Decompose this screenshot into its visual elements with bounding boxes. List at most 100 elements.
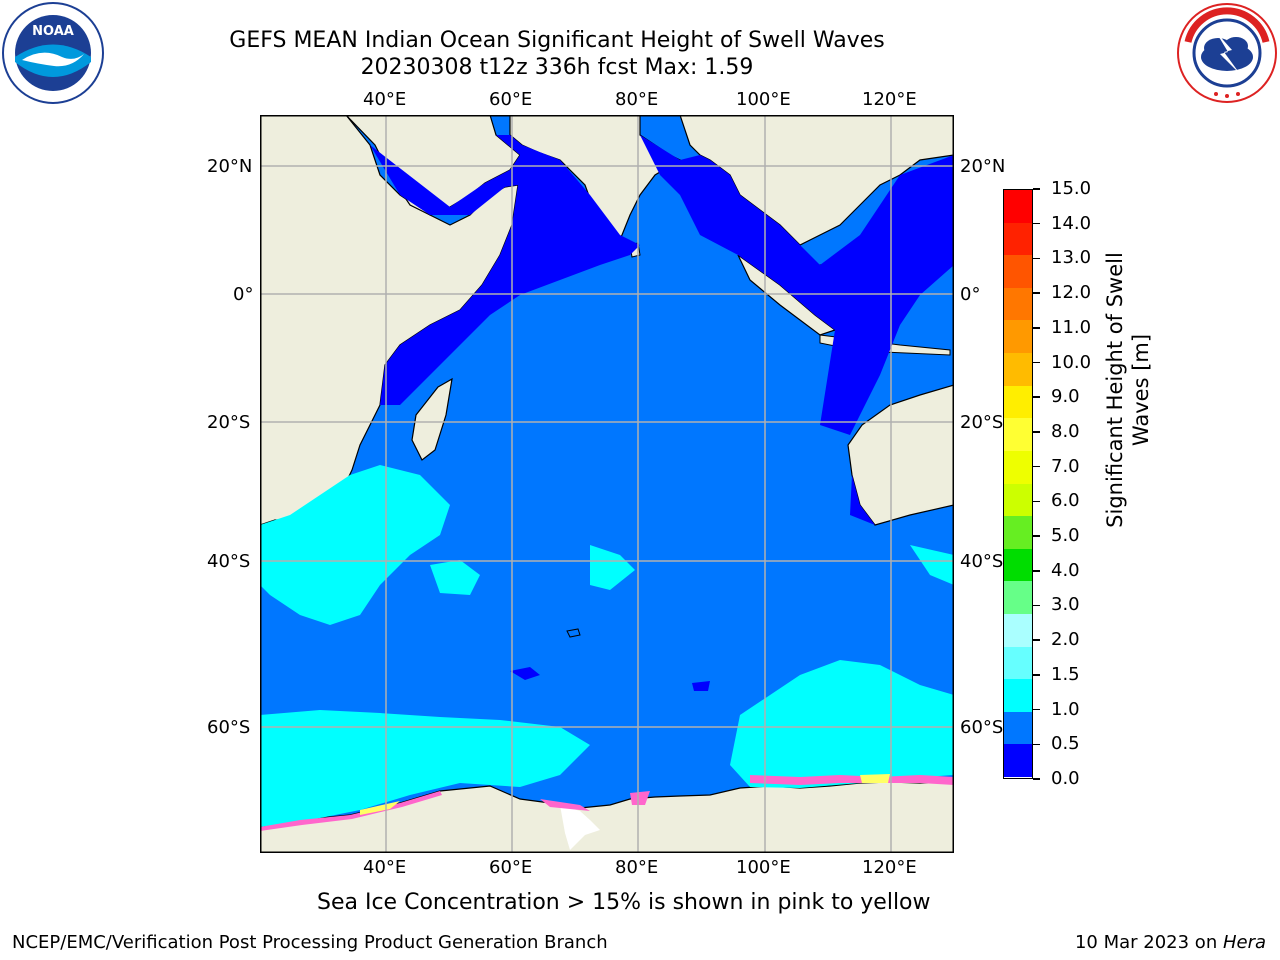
colorbar-tick-label: 10.0 — [1051, 351, 1092, 373]
footer-date-text: 10 Mar 2023 on — [1074, 932, 1223, 953]
lat-tick-left: 20°S — [207, 412, 251, 433]
colorbar-tick-mark — [1033, 222, 1040, 225]
footer-date: 10 Mar 2023 on Hera — [1075, 932, 1266, 953]
land-island — [566, 628, 581, 638]
land-australia — [847, 384, 955, 526]
colorbar-tick-mark — [1033, 396, 1040, 398]
swell-band-low-east — [640, 135, 954, 435]
sea-ice-band — [860, 774, 890, 783]
nws-logo — [1176, 2, 1278, 104]
colorbar-segment — [1004, 483, 1032, 517]
colorbar-tick-label: 9.0 — [1051, 386, 1080, 408]
colorbar-tick-mark — [1033, 188, 1040, 190]
colorbar-segment — [1004, 190, 1032, 224]
colorbar-tick-label: 4.0 — [1051, 559, 1080, 581]
colorbar-tick-label: 0.5 — [1051, 733, 1080, 755]
colorbar-label: Significant Height of Swell Waves [m] — [1102, 140, 1162, 640]
colorbar-tick-label: 6.0 — [1051, 490, 1080, 512]
colorbar-tick-mark — [1033, 431, 1040, 433]
lon-tick-top: 120°E — [862, 89, 917, 110]
land-madagascar — [411, 377, 453, 461]
colorbar-tick-label: 2.0 — [1051, 629, 1080, 651]
sea-ice-band — [750, 775, 954, 785]
lat-tick-right: 40°S — [960, 551, 1004, 572]
colorbar-tick-label: 8.0 — [1051, 420, 1080, 442]
swell-band-low-west — [370, 135, 640, 405]
colorbar-segment — [1004, 320, 1032, 354]
colorbar-tick-mark — [1033, 778, 1040, 780]
lat-tick-right: 0° — [960, 284, 981, 305]
colorbar-segment — [1004, 581, 1032, 615]
colorbar-segment — [1004, 450, 1032, 484]
sea-ice-note: Sea Ice Concentration > 15% is shown in … — [317, 890, 931, 915]
lon-tick-bottom: 120°E — [862, 857, 917, 878]
lat-tick-left: 40°S — [207, 551, 251, 572]
lat-tick-left: 0° — [233, 284, 254, 305]
lon-tick-bottom: 80°E — [615, 857, 659, 878]
swell-band-low-australia — [850, 475, 875, 525]
colorbar-tick-label: 12.0 — [1051, 282, 1092, 304]
colorbar-segment — [1004, 353, 1032, 387]
lon-tick-top: 40°E — [363, 89, 407, 110]
colorbar-segment — [1004, 548, 1032, 582]
land-se-asia — [679, 114, 955, 246]
lat-tick-right: 20°N — [960, 156, 1006, 177]
lat-tick-left: 20°N — [207, 156, 253, 177]
lon-tick-top: 100°E — [736, 89, 791, 110]
colorbar-tick-label: 15.0 — [1051, 178, 1092, 199]
noaa-logo: NOAA — [2, 2, 104, 104]
land-sumatra — [737, 254, 837, 336]
sea-ice-band — [260, 791, 442, 831]
footer-credit: NCEP/EMC/Verification Post Processing Pr… — [12, 932, 608, 953]
swell-patch-high-sw — [260, 465, 450, 625]
lon-tick-bottom: 40°E — [363, 857, 407, 878]
colorbar-tick-mark — [1033, 327, 1040, 329]
swell-height-map — [259, 114, 955, 854]
map-graticule — [260, 115, 954, 853]
colorbar-tick-label: 1.0 — [1051, 698, 1080, 720]
footer-host: Hera — [1222, 932, 1266, 953]
lon-tick-bottom: 60°E — [489, 857, 533, 878]
colorbar-tick-mark — [1033, 292, 1040, 294]
swell-patch-low — [692, 681, 710, 691]
swell-patch-low — [510, 667, 540, 680]
colorbar-label-line2: Waves [m] — [1129, 333, 1153, 447]
lat-tick-right: 20°S — [960, 412, 1004, 433]
swell-patch-high — [910, 545, 954, 585]
colorbar-tick-mark — [1033, 604, 1040, 607]
colorbar-tick-mark — [1033, 674, 1040, 676]
colorbar-tick-mark — [1033, 500, 1040, 503]
colorbar-segment — [1004, 744, 1032, 778]
colorbar-tick-label: 13.0 — [1051, 247, 1092, 269]
colorbar-tick-label: 5.0 — [1051, 525, 1080, 547]
ice-shelf — [560, 805, 600, 850]
colorbar-segment — [1004, 516, 1032, 550]
colorbar-segment — [1004, 222, 1032, 256]
colorbar-tick-mark — [1033, 535, 1040, 537]
colorbar-tick-mark — [1033, 361, 1040, 364]
chart-subtitle: 20230308 t12z 336h fcst Max: 1.59 — [360, 55, 754, 80]
colorbar-segment — [1004, 385, 1032, 419]
swell-patch-high-se — [730, 660, 954, 788]
colorbar-tick-mark — [1033, 570, 1040, 572]
lon-tick-top: 60°E — [489, 89, 533, 110]
swell-patch-high-south — [260, 710, 590, 827]
colorbar-segment — [1004, 287, 1032, 321]
colorbar-segment — [1004, 418, 1032, 452]
colorbar — [1003, 189, 1033, 779]
swell-patch-high — [590, 545, 635, 590]
colorbar-segment — [1004, 646, 1032, 680]
colorbar-segment — [1004, 613, 1032, 648]
colorbar-tick-mark — [1033, 743, 1040, 746]
colorbar-tick-mark — [1033, 257, 1040, 260]
sea-ice-band — [630, 791, 650, 805]
colorbar-segment — [1004, 255, 1032, 289]
lon-tick-top: 80°E — [615, 89, 659, 110]
colorbar-tick-label: 11.0 — [1051, 316, 1092, 338]
noaa-logo-text: NOAA — [32, 24, 74, 39]
colorbar-segment — [1004, 679, 1032, 713]
colorbar-tick-label: 14.0 — [1051, 212, 1092, 234]
lat-tick-right: 60°S — [960, 717, 1004, 738]
chart-title: GEFS MEAN Indian Ocean Significant Heigh… — [229, 28, 885, 53]
colorbar-tick-label: 3.0 — [1051, 594, 1080, 616]
